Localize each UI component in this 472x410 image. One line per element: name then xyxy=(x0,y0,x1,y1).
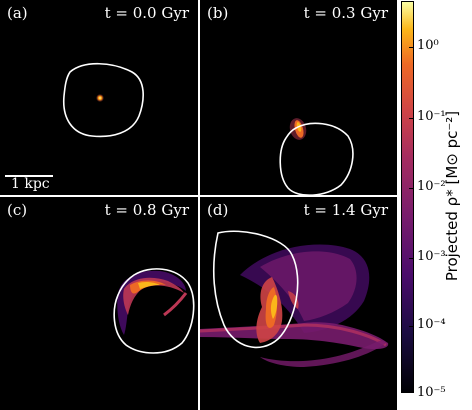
panel-c: (c) t = 0.8 Gyr xyxy=(0,197,198,410)
panel-time: t = 0.3 Gyr xyxy=(303,4,388,22)
tidal-radius-ring xyxy=(113,268,195,354)
panel-time: t = 0.0 Gyr xyxy=(104,4,189,22)
scale-bar-label: 1 kpc xyxy=(11,176,50,192)
scale-bar xyxy=(5,175,53,177)
panel-a-image xyxy=(63,62,144,138)
colorbar-tick: 10⁻² xyxy=(417,179,446,194)
panel-c-image xyxy=(113,268,195,354)
colorbar-tick: 10⁻⁵ xyxy=(417,385,446,400)
panel-label: (a) xyxy=(7,4,28,22)
panel-label: (c) xyxy=(7,201,28,219)
colorbar-tick: 10⁻³ xyxy=(417,249,446,264)
tidal-radius-ring xyxy=(63,62,144,138)
panel-d-image xyxy=(200,230,389,367)
panel-d: (d) t = 1.4 Gyr xyxy=(200,197,397,410)
panel-time: t = 0.8 Gyr xyxy=(104,201,189,219)
panel-a: (a) t = 0.0 Gyr 1 kpc xyxy=(0,0,198,195)
colorbar-label: Projected ρ* [M⊙ pc⁻²] xyxy=(443,110,461,282)
tidal-radius-ring xyxy=(279,122,354,195)
panel-label: (d) xyxy=(207,201,229,219)
tidal-radius-ring xyxy=(212,230,299,349)
panel-label: (b) xyxy=(207,4,229,22)
colorbar-tick: 10⁰ xyxy=(417,38,439,53)
colorbar-tick: 10⁻¹ xyxy=(417,109,446,124)
panel-b: (b) t = 0.3 Gyr xyxy=(200,0,397,195)
colorbar xyxy=(401,1,414,393)
stellar-core xyxy=(96,94,104,102)
panel-time: t = 1.4 Gyr xyxy=(303,201,388,219)
panel-b-image xyxy=(279,118,354,195)
colorbar-tick: 10⁻⁴ xyxy=(417,317,446,332)
